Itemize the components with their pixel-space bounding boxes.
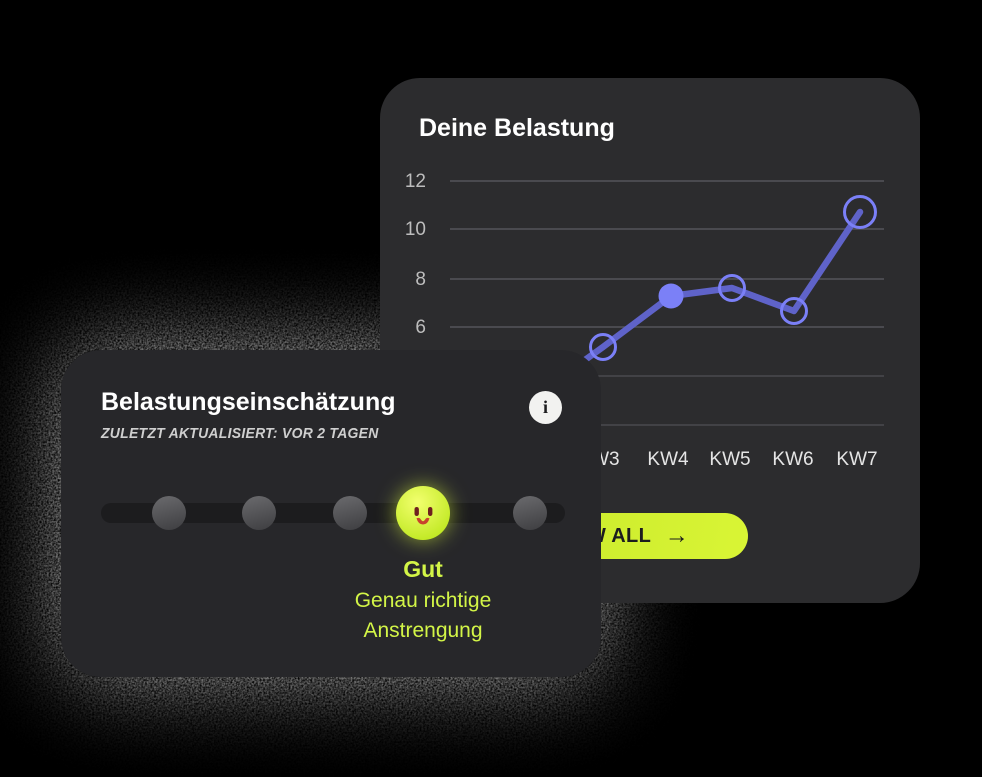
svg-text:KW6: KW6 [772, 449, 813, 470]
svg-text:10: 10 [405, 219, 426, 240]
svg-text:KW7: KW7 [836, 449, 877, 470]
svg-text:8: 8 [415, 269, 426, 290]
svg-text:KW4: KW4 [647, 449, 689, 470]
svg-text:KW5: KW5 [709, 449, 750, 470]
svg-text:12: 12 [405, 171, 426, 192]
svg-text:6: 6 [415, 317, 426, 338]
